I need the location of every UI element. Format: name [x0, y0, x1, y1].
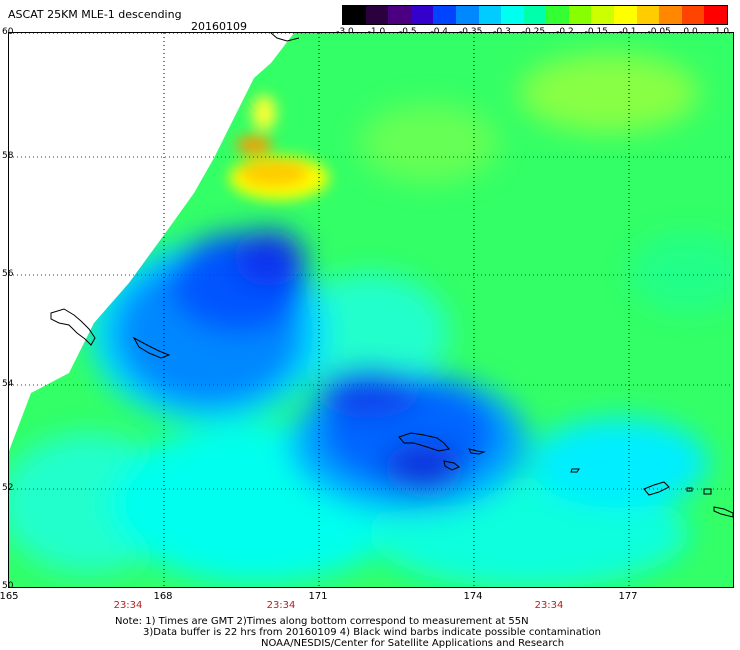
colorbar-segment [478, 6, 502, 24]
colorbar-segment [659, 6, 683, 24]
time-label-2: 23:34 [266, 600, 296, 611]
colorbar-segment [704, 6, 728, 24]
coastlines [50, 33, 733, 518]
map-title: ASCAT 25KM MLE-1 descending [8, 8, 182, 21]
lat-label-58: 58 [2, 151, 14, 161]
colorbar-segment [591, 6, 615, 24]
lon-label-177: 177 [618, 591, 638, 602]
lon-label-168: 168 [153, 591, 173, 602]
lat-label-52: 52 [2, 483, 14, 493]
data-swath [9, 33, 733, 587]
note-line-1: Note: 1) Times are GMT 2)Times along bot… [115, 616, 529, 627]
colorbar-segment [410, 6, 434, 24]
colorbar-segment [343, 6, 367, 24]
map-area [8, 32, 734, 588]
colorbar-segment [546, 6, 570, 24]
map-canvas [9, 33, 733, 587]
time-label-3: 23:34 [534, 600, 564, 611]
colorbar-segment [636, 6, 660, 24]
lat-label-60: 60 [2, 27, 14, 37]
colorbar-segment [455, 6, 480, 24]
time-label-1: 23:34 [113, 600, 143, 611]
lat-label-56: 56 [2, 269, 14, 279]
colorbar-segment [614, 6, 638, 24]
colorbar [342, 5, 728, 25]
colorbar-segment [433, 6, 457, 24]
colorbar-segment [388, 6, 412, 24]
colorbar-segment [681, 6, 705, 24]
note-line-3: NOAA/NESDIS/Center for Satellite Applica… [261, 638, 565, 649]
colorbar-segment [568, 6, 592, 24]
colorbar-segment [501, 6, 525, 24]
colorbar-segment [523, 6, 547, 24]
lon-label-171: 171 [308, 591, 328, 602]
note-line-2: 3)Data buffer is 22 hrs from 20160109 4)… [143, 627, 601, 638]
lat-label-54: 54 [2, 379, 14, 389]
lat-label-50: 50 [2, 581, 14, 591]
lon-label-174: 174 [463, 591, 483, 602]
grid-lines [9, 33, 733, 587]
colorbar-segment [365, 6, 389, 24]
map-date: 20160109 [191, 20, 247, 33]
lon-label-165: 165 [0, 591, 19, 602]
